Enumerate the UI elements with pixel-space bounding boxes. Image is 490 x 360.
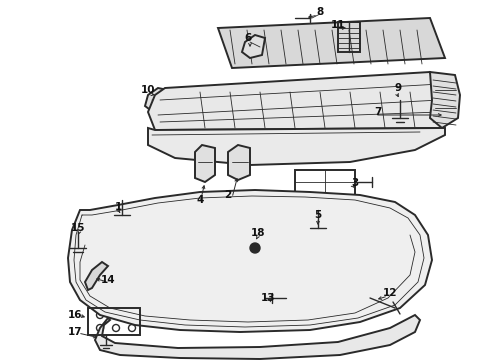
Polygon shape (95, 315, 420, 359)
Text: 1: 1 (114, 202, 122, 212)
Text: 13: 13 (261, 293, 275, 303)
Polygon shape (148, 128, 445, 165)
Text: 18: 18 (251, 228, 265, 238)
Polygon shape (195, 145, 215, 182)
Text: 7: 7 (374, 107, 382, 117)
Text: 16: 16 (68, 310, 82, 320)
Polygon shape (148, 72, 445, 130)
Polygon shape (218, 18, 445, 68)
Text: 14: 14 (100, 275, 115, 285)
Text: 2: 2 (224, 190, 232, 200)
Polygon shape (145, 88, 168, 112)
Text: 17: 17 (68, 327, 82, 337)
Polygon shape (242, 35, 265, 58)
Text: 12: 12 (383, 288, 397, 298)
Text: 8: 8 (317, 7, 323, 17)
Polygon shape (430, 72, 460, 128)
Polygon shape (85, 262, 108, 290)
Text: 11: 11 (331, 20, 345, 30)
Text: 6: 6 (245, 33, 252, 43)
Circle shape (250, 243, 260, 253)
Text: 4: 4 (196, 195, 204, 205)
Polygon shape (68, 190, 432, 332)
Text: 5: 5 (315, 210, 321, 220)
Text: 9: 9 (394, 83, 402, 93)
Polygon shape (228, 145, 250, 180)
Text: 3: 3 (351, 178, 359, 188)
Text: 10: 10 (141, 85, 155, 95)
Text: 15: 15 (71, 223, 85, 233)
